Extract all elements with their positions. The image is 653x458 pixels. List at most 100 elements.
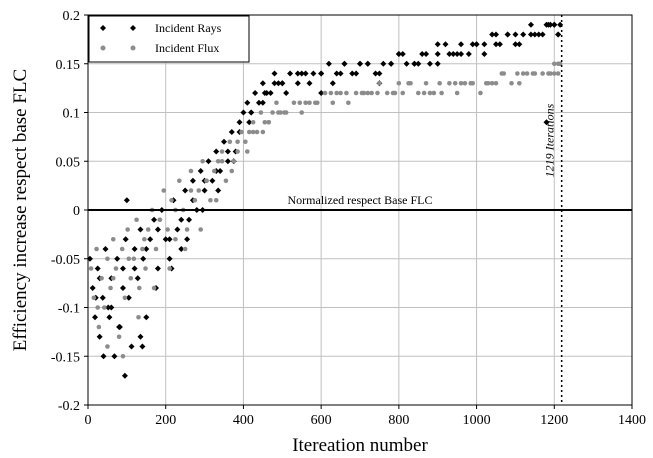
data-point-incident-flux <box>509 80 514 86</box>
data-point-incident-rays <box>108 304 115 311</box>
data-point-incident-rays <box>137 333 144 340</box>
data-point-incident-flux <box>291 100 297 106</box>
data-point-incident-rays <box>294 80 301 87</box>
data-point-incident-rays <box>143 314 150 321</box>
y-tick-label: 0.1 <box>63 107 81 122</box>
data-point-incident-rays <box>481 41 488 48</box>
data-point-incident-flux <box>431 90 437 96</box>
data-point-incident-rays <box>325 60 332 67</box>
data-point-incident-rays <box>89 285 96 291</box>
data-point-incident-flux <box>136 285 142 291</box>
data-point-incident-flux <box>483 80 489 86</box>
legend-item-incident-rays: Incident Rays <box>100 21 222 35</box>
data-point-incident-flux <box>200 158 205 164</box>
data-point-incident-rays <box>122 236 129 243</box>
data-point-incident-rays <box>215 187 222 194</box>
data-point-incident-rays <box>94 265 101 272</box>
data-point-incident-flux <box>551 61 557 67</box>
data-point-incident-flux <box>328 90 334 96</box>
series-incident-rays <box>86 21 564 379</box>
data-point-incident-flux <box>125 227 130 232</box>
x-axis-title: Itereation number <box>292 435 428 456</box>
data-point-incident-flux <box>173 236 178 242</box>
data-point-incident-rays <box>271 70 278 77</box>
data-point-incident-flux <box>322 90 328 96</box>
data-point-incident-rays <box>380 60 387 67</box>
data-point-incident-rays <box>442 41 449 48</box>
data-point-incident-rays <box>372 70 379 77</box>
data-point-incident-flux <box>270 110 275 115</box>
x-tick-label: 1000 <box>463 413 491 428</box>
data-point-incident-flux <box>223 178 229 184</box>
data-point-incident-rays <box>105 304 112 311</box>
data-point-incident-flux <box>551 71 557 76</box>
data-point-incident-flux <box>499 71 505 76</box>
data-point-incident-rays <box>341 60 348 67</box>
data-point-incident-rays <box>520 31 527 38</box>
data-point-incident-rays <box>151 216 158 223</box>
data-point-incident-rays <box>224 148 231 155</box>
data-point-incident-rays <box>527 21 534 28</box>
data-point-incident-rays <box>504 31 511 38</box>
data-point-incident-rays <box>535 31 542 38</box>
data-point-incident-rays <box>252 90 259 96</box>
data-point-incident-flux <box>437 80 442 86</box>
reference-lines <box>88 15 632 405</box>
data-point-incident-flux <box>250 119 256 125</box>
data-point-incident-rays <box>543 119 550 126</box>
data-point-incident-flux <box>338 90 343 96</box>
data-point-incident-flux <box>204 178 209 184</box>
data-point-incident-rays <box>162 236 169 243</box>
data-point-incident-flux <box>555 71 561 76</box>
data-point-incident-flux <box>198 227 203 232</box>
data-point-incident-rays <box>496 41 503 48</box>
zero-line-label: Normalized respect Base FLC <box>288 193 433 207</box>
data-point-incident-rays <box>329 80 336 87</box>
data-point-incident-flux <box>157 217 163 223</box>
data-point-incident-rays <box>154 265 161 272</box>
data-point-incident-flux <box>520 71 526 76</box>
data-point-incident-rays <box>275 80 282 87</box>
data-point-incident-flux <box>245 149 250 154</box>
data-point-incident-rays <box>512 41 519 48</box>
data-point-incident-rays <box>236 119 243 126</box>
data-point-incident-rays <box>279 80 286 87</box>
data-point-incident-flux <box>167 266 172 271</box>
data-point-incident-flux <box>346 100 351 106</box>
data-point-incident-rays <box>131 265 138 272</box>
data-point-incident-rays <box>294 70 301 77</box>
data-point-incident-rays <box>119 265 126 272</box>
data-point-incident-rays <box>450 51 457 57</box>
data-point-incident-rays <box>298 70 305 77</box>
data-point-incident-flux <box>423 80 429 86</box>
data-point-incident-flux <box>110 236 116 242</box>
data-point-incident-rays <box>186 216 193 223</box>
data-point-incident-flux <box>227 139 233 145</box>
data-point-incident-flux <box>105 344 110 349</box>
data-point-incident-flux <box>427 90 433 96</box>
y-tick-label: -0.1 <box>58 302 80 317</box>
data-point-incident-rays <box>246 119 253 126</box>
data-point-incident-rays <box>423 51 430 57</box>
data-point-incident-flux <box>246 129 252 135</box>
data-point-incident-flux <box>169 197 174 203</box>
data-point-incident-rays <box>244 99 251 106</box>
data-point-incident-flux <box>254 129 260 135</box>
data-point-incident-flux <box>110 275 116 281</box>
legend-item-incident-flux: Incident Flux <box>100 41 219 55</box>
data-point-incident-flux <box>119 246 125 252</box>
data-point-incident-rays <box>399 51 406 57</box>
data-point-incident-flux <box>517 80 522 86</box>
data-point-incident-rays <box>267 90 274 96</box>
legend-box <box>88 15 250 63</box>
legend-marker-incident-rays <box>100 25 106 31</box>
data-point-incident-flux <box>452 80 458 86</box>
data-point-incident-flux <box>274 100 279 106</box>
data-point-incident-rays <box>182 187 189 194</box>
data-point-incident-rays <box>128 343 135 350</box>
data-point-incident-flux <box>142 236 147 242</box>
data-point-incident-flux <box>126 256 132 262</box>
data-point-incident-rays <box>512 31 519 38</box>
data-point-incident-rays <box>255 99 262 106</box>
data-point-incident-rays <box>197 168 204 174</box>
